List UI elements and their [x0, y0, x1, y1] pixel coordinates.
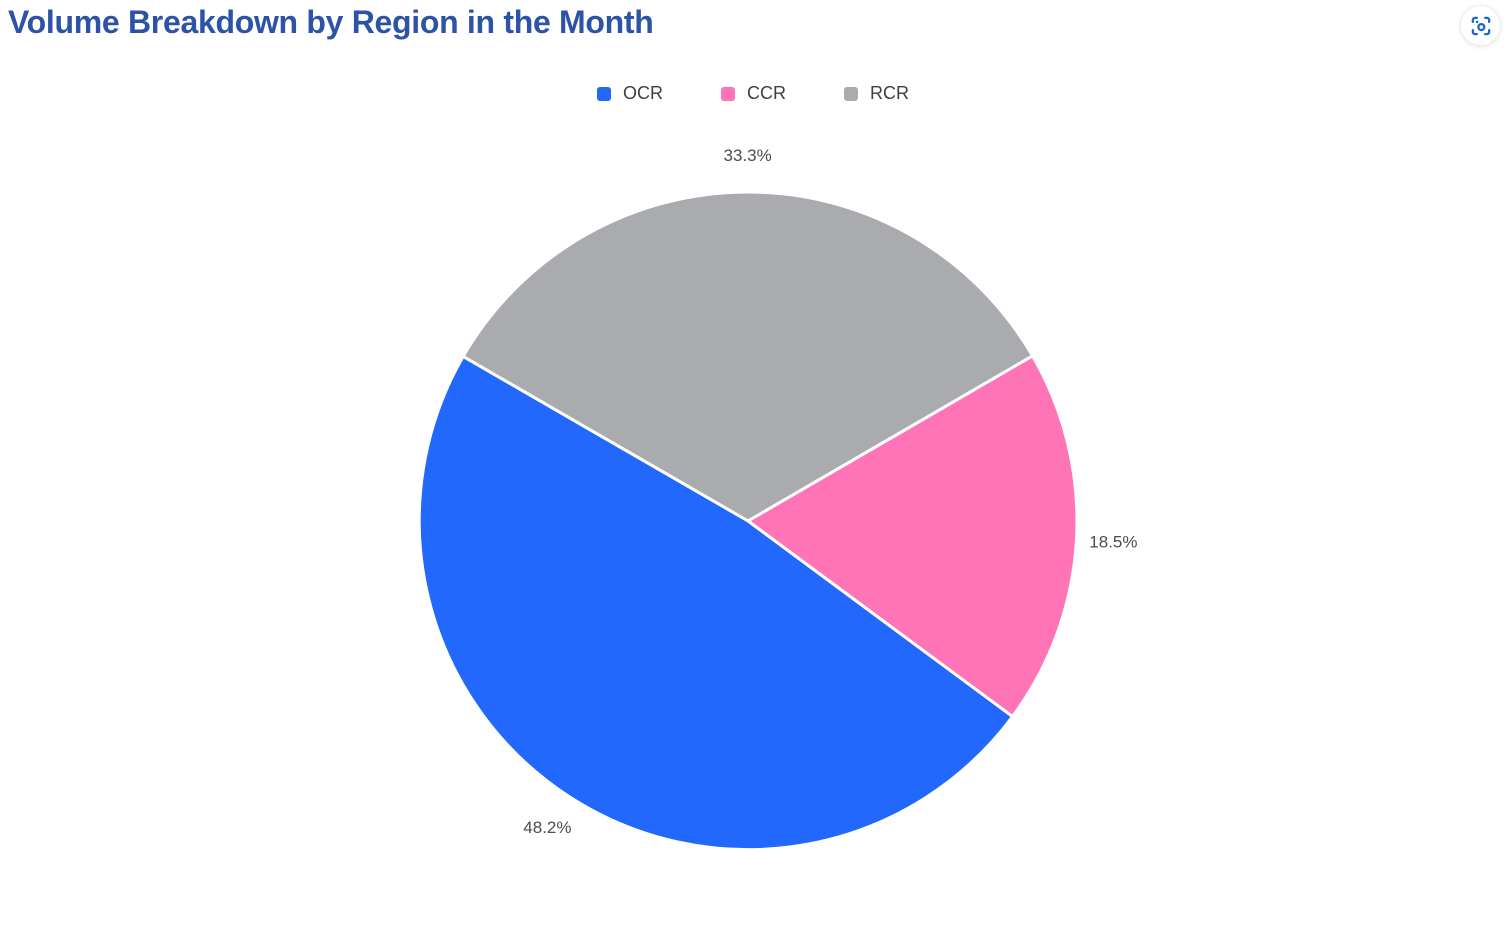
pie-slice-ocr[interactable]	[417, 355, 1014, 852]
chart-legend: OCR CCR RCR	[0, 83, 1506, 104]
legend-label-ocr: OCR	[623, 83, 663, 103]
slice-label-rcr: 33.3%	[723, 146, 771, 165]
chart-title: Volume Breakdown by Region in the Month	[8, 4, 654, 40]
scan-capture-icon	[1470, 15, 1492, 37]
legend-label-rcr: RCR	[870, 83, 909, 103]
legend-label-ccr: CCR	[747, 83, 786, 103]
pie-slice-rcr[interactable]	[461, 190, 1035, 523]
legend-item-rcr[interactable]: RCR	[844, 83, 909, 104]
legend-swatch-ccr	[721, 86, 735, 101]
pie-slice-ccr[interactable]	[746, 354, 1079, 719]
legend-item-ccr[interactable]: CCR	[721, 83, 786, 104]
screenshot-capture-button[interactable]	[1460, 5, 1501, 46]
slice-label-ccr: 18.5%	[1089, 532, 1137, 551]
legend-swatch-ocr	[597, 86, 611, 101]
legend-item-ocr[interactable]: OCR	[597, 83, 663, 104]
legend-swatch-rcr	[844, 86, 858, 101]
slice-label-ocr: 48.2%	[523, 818, 571, 837]
